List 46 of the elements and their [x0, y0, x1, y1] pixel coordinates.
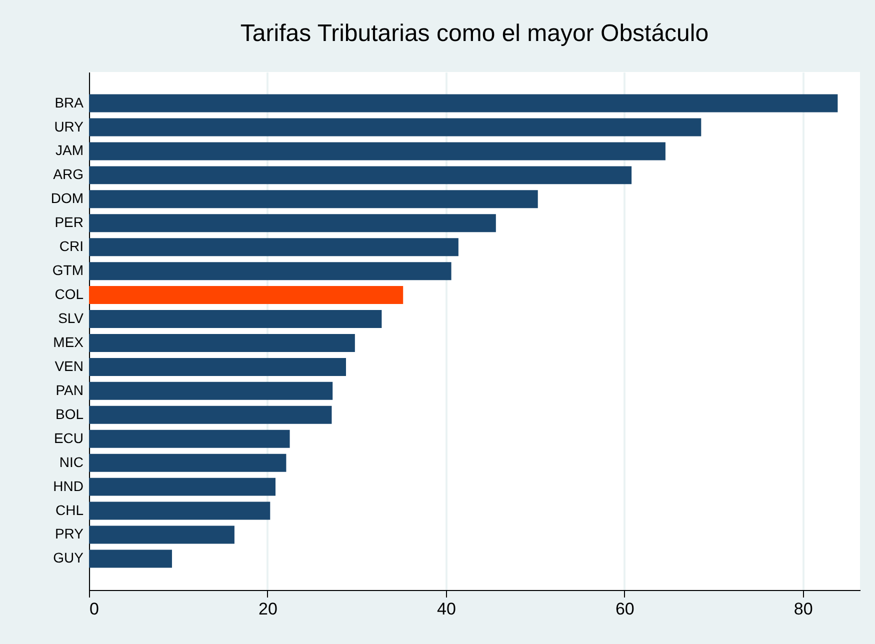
y-tick-label: PAN: [56, 382, 84, 398]
y-tick-label: CHL: [55, 502, 84, 518]
bar: [89, 430, 290, 448]
bar: [89, 142, 666, 160]
y-tick-label: BRA: [54, 94, 84, 110]
y-tick-label: DOM: [50, 190, 84, 206]
bar: [89, 166, 632, 184]
bar: [89, 334, 355, 352]
y-tick-label: BOL: [55, 406, 84, 422]
y-tick-label: JAM: [56, 142, 84, 158]
bar: [89, 406, 332, 424]
y-tick-label: MEX: [53, 334, 84, 350]
x-tick-label: 40: [436, 600, 456, 618]
chart-title: Tarifas Tributarias como el mayor Obstáculo: [240, 20, 709, 47]
bar: [89, 478, 276, 496]
x-tick-label: 20: [258, 600, 278, 618]
y-tick-label: NIC: [59, 454, 84, 470]
y-tick-label: GUY: [53, 550, 84, 566]
y-tick-label: ECU: [54, 430, 84, 446]
x-tick-label: 80: [794, 600, 813, 618]
x-tick-label: 0: [90, 600, 99, 618]
bar: [89, 94, 838, 112]
bar: [89, 358, 346, 376]
y-tick-label: PER: [54, 214, 84, 230]
y-tick-label: PRY: [54, 526, 84, 542]
bar: [89, 286, 404, 304]
y-tick-label: ARG: [53, 166, 84, 182]
y-tick-label: URY: [54, 118, 84, 134]
bar: [89, 118, 702, 136]
y-tick-label: SLV: [58, 310, 84, 326]
y-tick-label: HND: [53, 478, 84, 494]
y-tick-label: CRI: [59, 238, 84, 254]
bar: [89, 238, 458, 256]
bar: [89, 190, 538, 208]
bar: [89, 526, 234, 544]
bar: [89, 310, 382, 328]
y-tick-label: COL: [54, 286, 84, 302]
bar: [89, 550, 172, 568]
bar: [89, 214, 496, 232]
x-tick-label: 60: [615, 600, 634, 618]
bar: [89, 454, 286, 472]
bar: [89, 262, 452, 280]
y-tick-label: GTM: [52, 262, 84, 278]
y-tick-label: VEN: [54, 358, 84, 374]
bar: [89, 502, 270, 520]
bar: [89, 382, 333, 400]
